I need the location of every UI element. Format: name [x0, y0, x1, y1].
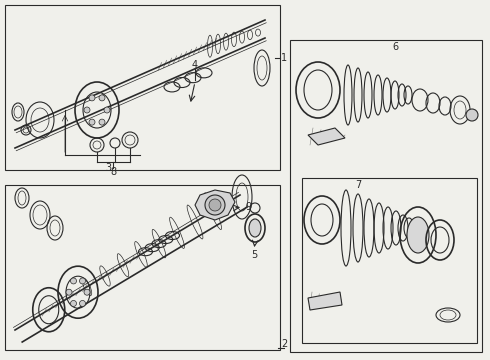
- Text: 5: 5: [251, 250, 257, 260]
- Bar: [302, 178, 477, 343]
- Circle shape: [104, 107, 110, 113]
- Bar: [5, 5, 280, 170]
- Circle shape: [89, 119, 95, 125]
- Circle shape: [209, 199, 221, 211]
- Text: 2: 2: [281, 339, 287, 349]
- Circle shape: [89, 95, 95, 101]
- Text: 4: 4: [192, 60, 198, 70]
- Bar: [5, 185, 280, 350]
- Ellipse shape: [249, 219, 261, 237]
- Circle shape: [79, 301, 85, 306]
- Text: 3: 3: [105, 163, 111, 173]
- Ellipse shape: [407, 217, 429, 253]
- Circle shape: [205, 195, 225, 215]
- Circle shape: [66, 289, 72, 295]
- Circle shape: [79, 278, 85, 284]
- Circle shape: [84, 289, 90, 295]
- Text: 9: 9: [245, 202, 251, 212]
- Polygon shape: [195, 190, 235, 220]
- Text: 7: 7: [355, 180, 361, 190]
- Polygon shape: [308, 128, 345, 145]
- Polygon shape: [308, 292, 342, 310]
- Text: 6: 6: [392, 42, 398, 52]
- Circle shape: [99, 119, 105, 125]
- Text: 8: 8: [110, 167, 116, 177]
- Circle shape: [99, 95, 105, 101]
- Circle shape: [71, 301, 76, 306]
- Circle shape: [71, 278, 76, 284]
- Bar: [290, 40, 482, 352]
- Text: 1: 1: [281, 53, 287, 63]
- Circle shape: [466, 109, 478, 121]
- Circle shape: [84, 107, 90, 113]
